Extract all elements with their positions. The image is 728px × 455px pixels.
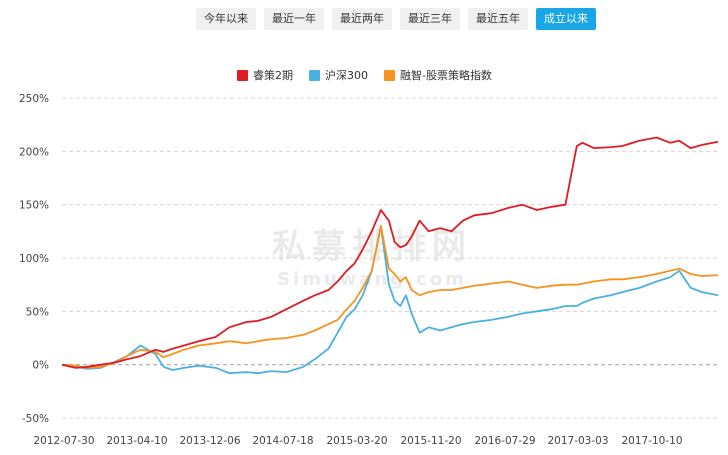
x-axis-ticks: 2012-07-30 2013-04-10 2013-12-06 2014-07-18… <box>33 435 682 447</box>
y-tick-label: -50% <box>22 413 49 425</box>
series-line-rongzhi <box>61 225 719 369</box>
series-line-hs300 <box>61 225 719 375</box>
y-tick-label: 0% <box>32 360 49 372</box>
chart-legend: 睿策2期 沪深300 融智-股票策略指数 <box>237 67 492 83</box>
x-tick-label: 2014-07-18 <box>252 435 313 447</box>
y-tick-label: 50% <box>26 306 49 318</box>
range-2y-button[interactable]: 最近两年 <box>332 8 392 30</box>
range-1y-button[interactable]: 最近一年 <box>264 8 324 30</box>
y-tick-label: 250% <box>19 93 49 105</box>
x-tick-label: 2016-07-29 <box>474 435 535 447</box>
x-tick-label: 2017-10-10 <box>621 435 682 447</box>
y-tick-label: 150% <box>19 200 49 212</box>
watermark: 私募排排网 Simuwang.com <box>272 227 472 290</box>
y-tick-label: 200% <box>19 146 49 158</box>
legend-label-series3: 融智-股票策略指数 <box>400 69 492 82</box>
time-range-selector: 今年以来 最近一年 最近两年 最近三年 最近五年 成立以来 <box>196 8 596 30</box>
x-tick-label: 2013-12-06 <box>179 435 240 447</box>
legend-label-series2: 沪深300 <box>325 69 368 82</box>
y-tick-label: 100% <box>19 253 49 265</box>
range-5y-button[interactable]: 最近五年 <box>468 8 528 30</box>
x-tick-label: 2015-03-20 <box>326 435 387 447</box>
range-ytd-button[interactable]: 今年以来 <box>196 8 256 30</box>
series-lines <box>61 136 719 375</box>
legend-item-series1[interactable]: 睿策2期 <box>237 67 293 83</box>
legend-item-series2[interactable]: 沪深300 <box>309 67 368 83</box>
watermark-en: Simuwang.com <box>277 269 467 290</box>
range-since-inception-button[interactable]: 成立以来 <box>536 8 596 30</box>
legend-swatch-series1 <box>237 69 248 81</box>
legend-item-series3[interactable]: 融智-股票策略指数 <box>384 67 492 83</box>
x-tick-label: 2017-03-03 <box>547 435 608 447</box>
x-tick-label: 2015-11-20 <box>400 435 461 447</box>
watermark-cn: 私募排排网 <box>272 227 472 267</box>
legend-label-series1: 睿策2期 <box>253 69 293 82</box>
legend-swatch-series3 <box>384 69 395 81</box>
legend-swatch-series2 <box>309 69 320 81</box>
series-line-ruice2 <box>61 136 719 369</box>
x-tick-label: 2013-04-10 <box>106 435 167 447</box>
x-tick-label: 2012-07-30 <box>33 435 94 447</box>
grid-lines <box>62 97 718 419</box>
range-3y-button[interactable]: 最近三年 <box>400 8 460 30</box>
y-axis-ticks: -50% 0% 50% 100% 150% 200% 250% <box>19 93 49 425</box>
